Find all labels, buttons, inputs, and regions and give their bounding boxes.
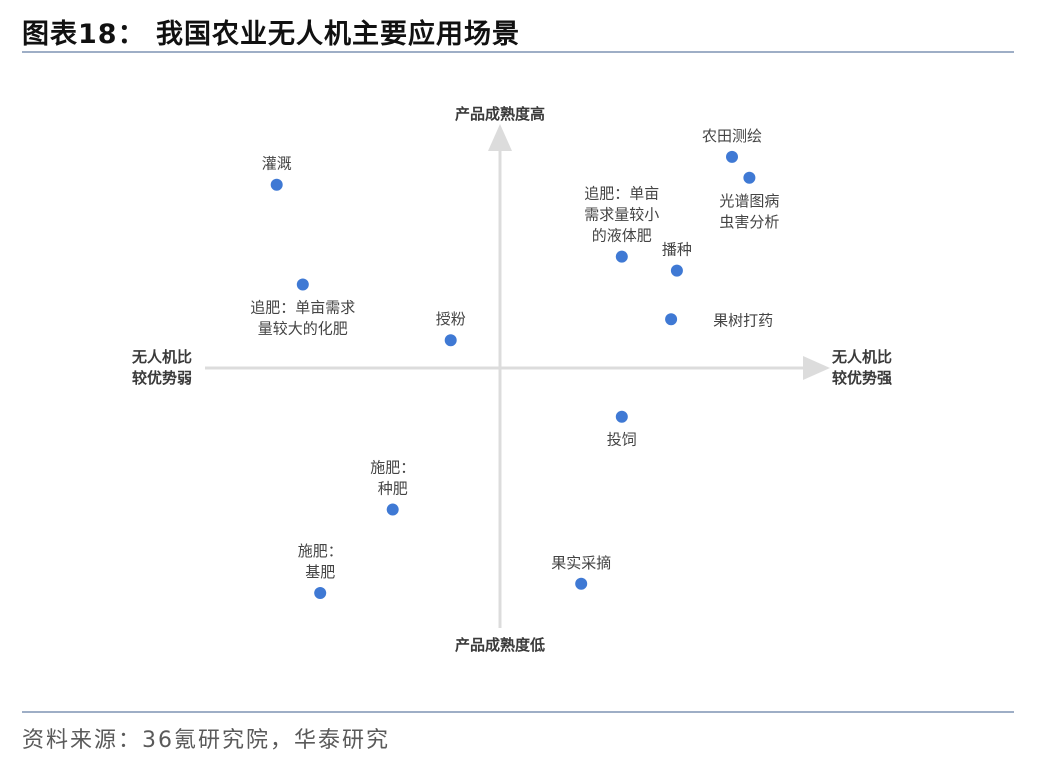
data-point-11-label-line-2: 基肥 xyxy=(305,563,335,581)
data-point-7 xyxy=(670,264,683,277)
data-point-4 xyxy=(726,150,738,163)
data-point-5-label-line-1: 光谱图病 xyxy=(719,192,779,210)
data-point-7-label-line-1: 播种 xyxy=(662,241,692,259)
data-point-12-label-line-1: 果实采摘 xyxy=(551,554,611,572)
data-point-10-label-line-1: 施肥： xyxy=(370,459,415,477)
data-point-6-label-line-3: 的液体肥 xyxy=(592,227,652,245)
data-point-5-label-line-2: 虫害分析 xyxy=(719,213,779,231)
y-axis-bottom-label: 产品成熟度低 xyxy=(455,636,545,654)
data-point-2-label-line-2: 量较大的化肥 xyxy=(258,320,348,338)
data-point-10 xyxy=(386,503,399,516)
quadrant-chart: 产品成熟度高 产品成熟度低 无人机比 较优势弱 无人机比 较优势强 灌溉追肥：单… xyxy=(131,105,892,654)
y-axis-top-label: 产品成熟度高 xyxy=(455,105,545,123)
data-point-6-label-line-2: 需求量较小 xyxy=(584,206,659,224)
data-point-3 xyxy=(444,334,457,347)
x-axis-right-label-line-1: 无人机比 xyxy=(831,348,892,366)
data-point-2-label-line-1: 追肥：单亩需求 xyxy=(250,299,355,317)
data-point-2 xyxy=(296,278,309,291)
source-divider xyxy=(22,711,1014,713)
title-divider xyxy=(22,51,1014,53)
data-point-5 xyxy=(743,171,756,184)
data-point-11 xyxy=(314,587,327,599)
data-point-9 xyxy=(615,410,628,423)
data-point-10-label-line-2: 种肥 xyxy=(378,480,408,498)
data-point-4-label-line-1: 农田测绘 xyxy=(702,127,762,145)
data-point-1 xyxy=(270,178,283,191)
x-axis-right-label-line-2: 较优势强 xyxy=(832,369,892,387)
data-point-8-label-line-1: 果树打药 xyxy=(713,311,773,329)
data-point-8 xyxy=(665,313,678,326)
data-point-12 xyxy=(575,577,588,590)
figure-title: 图表18： 我国农业无人机主要应用场景 xyxy=(22,19,520,50)
data-point-11-label-line-1: 施肥： xyxy=(298,542,343,560)
data-point-1-label-line-1: 灌溉 xyxy=(262,155,292,173)
source-note: 资料来源：36氪研究院，华泰研究 xyxy=(22,728,390,753)
data-point-6-label-line-1: 追肥：单亩 xyxy=(584,185,659,203)
x-axis-left-label-line-2: 较优势弱 xyxy=(132,369,192,387)
data-point-9-label-line-1: 投饲 xyxy=(607,431,637,449)
data-point-6 xyxy=(615,250,628,263)
data-point-3-label-line-1: 授粉 xyxy=(436,310,466,328)
x-axis-left-label-line-1: 无人机比 xyxy=(131,348,192,366)
